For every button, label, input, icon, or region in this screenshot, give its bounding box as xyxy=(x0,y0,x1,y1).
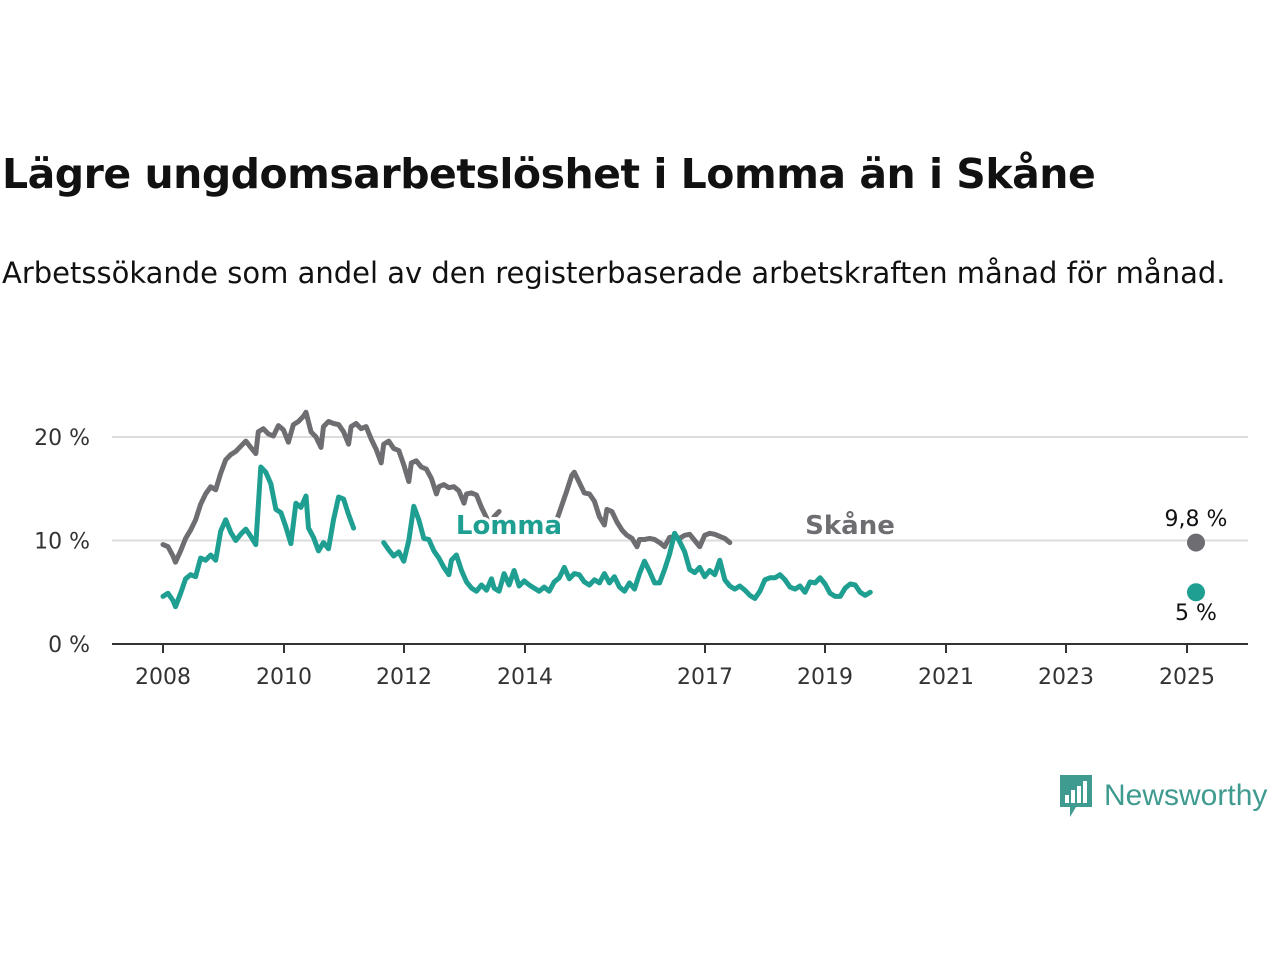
series-line-lomma xyxy=(381,503,873,601)
x-tick-label: 2021 xyxy=(918,665,974,690)
series-line-skane xyxy=(160,409,502,565)
series-label-lomma: Lomma xyxy=(456,511,562,541)
x-tick-label: 2012 xyxy=(376,665,432,690)
x-tick-label: 2010 xyxy=(256,665,312,690)
end-marker-lomma xyxy=(1187,583,1205,602)
chart-subtitle: Arbetssökande som andel av den registerb… xyxy=(2,256,1226,290)
y-axis: 0 % 10 % 20 % xyxy=(34,426,90,658)
y-tick-label: 10 % xyxy=(34,530,90,555)
series-lines xyxy=(160,409,1205,610)
grid-lines xyxy=(112,436,1248,542)
x-tick-label: 2008 xyxy=(135,665,191,690)
newsworthy-logo: Newsworthy xyxy=(1058,772,1267,820)
series-label-skane: Skåne xyxy=(805,509,895,541)
end-label-skane: 9,8 % xyxy=(1165,507,1228,532)
brand-name: Newsworthy xyxy=(1104,779,1268,812)
x-tick-label: 2019 xyxy=(797,665,853,690)
x-tick-label: 2025 xyxy=(1159,665,1215,690)
series-labels: Skåne Lomma 9,8 % 5 % xyxy=(453,506,1228,626)
end-marker-skane xyxy=(1187,533,1205,552)
end-label-lomma: 5 % xyxy=(1175,601,1217,626)
series-line-lomma xyxy=(160,464,357,610)
y-tick-label: 20 % xyxy=(34,426,90,451)
series-line-skane xyxy=(554,469,733,550)
chart-title: Lägre ungdomsarbetslöshet i Lomma än i S… xyxy=(2,150,1096,198)
x-tick-label: 2023 xyxy=(1038,665,1094,690)
y-tick-label: 0 % xyxy=(48,633,90,658)
x-tick-label: 2014 xyxy=(497,665,553,690)
x-tick-label: 2017 xyxy=(677,665,733,690)
x-axis: 2008 2010 2012 2014 2017 2019 2021 2023 2025 xyxy=(112,643,1248,690)
newsworthy-logo-icon xyxy=(1060,775,1092,817)
